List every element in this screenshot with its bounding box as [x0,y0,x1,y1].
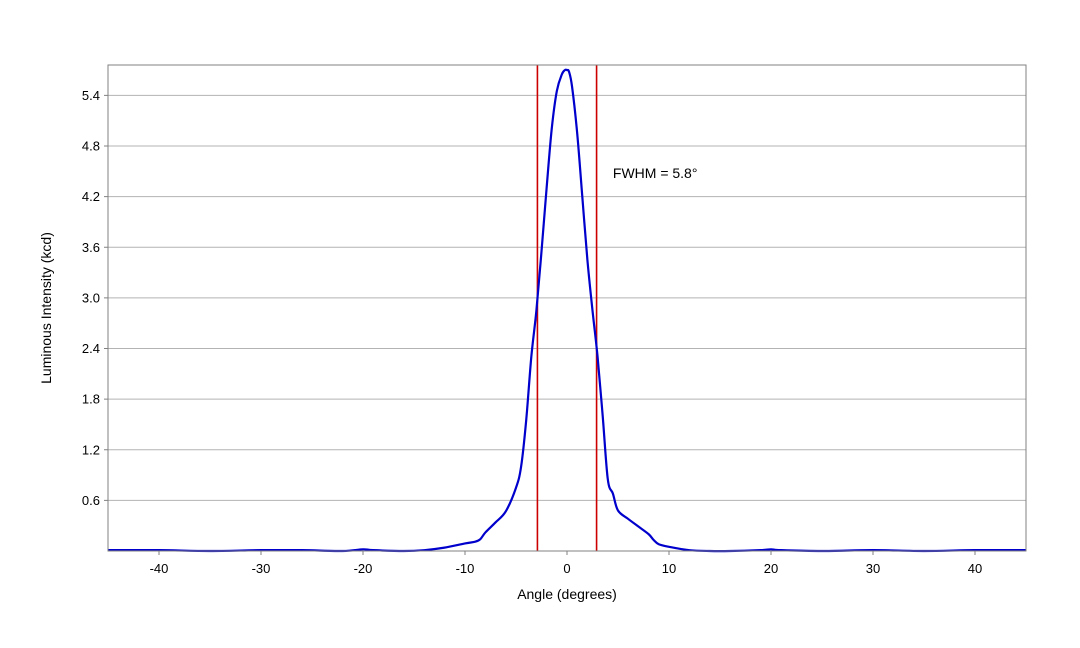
grid-lines [108,94,1026,501]
y-tick-label: 3.6 [82,240,100,255]
x-tick-label: 0 [563,561,570,576]
y-tick-label: 2.4 [82,341,100,356]
x-tick-label: 10 [662,561,676,576]
y-tick-label: 4.2 [82,189,100,204]
fwhm-annotation: FWHM = 5.8° [613,165,698,181]
y-axis-ticks: 0.6 1.2 1.8 2.4 3.0 3.6 4.2 4.8 5.4 [82,88,108,508]
x-tick-label: 20 [764,561,778,576]
x-tick-label: 30 [866,561,880,576]
x-tick-label: -40 [150,561,169,576]
x-tick-label: -10 [456,561,475,576]
x-tick-label: 40 [968,561,982,576]
y-tick-label: 4.8 [82,139,100,154]
x-axis-title: Angle (degrees) [517,586,617,602]
y-tick-label: 0.6 [82,493,100,508]
y-axis-title: Luminous Intensity (kcd) [38,232,54,384]
y-tick-label: 1.2 [82,442,100,457]
y-tick-label: 1.8 [82,392,100,407]
y-tick-label: 3.0 [82,290,100,305]
x-tick-label: -20 [354,561,373,576]
plot-area [108,65,1026,551]
y-tick-label: 5.4 [82,88,100,103]
x-axis-ticks: -40 -30 -20 -10 0 10 20 30 40 [150,551,982,576]
x-tick-label: -30 [252,561,271,576]
